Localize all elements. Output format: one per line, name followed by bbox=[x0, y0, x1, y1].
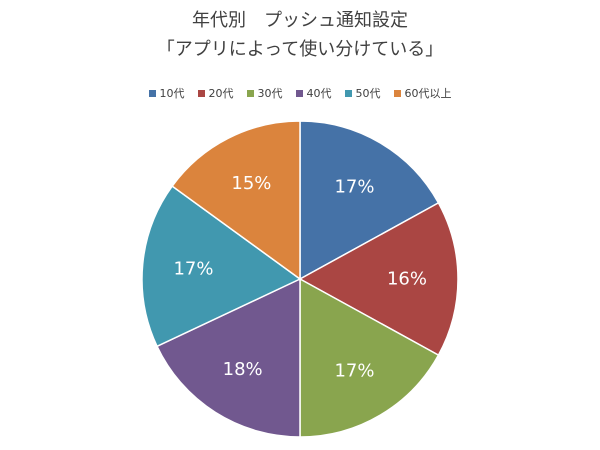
legend-label: 50代 bbox=[355, 87, 381, 100]
legend-swatch bbox=[148, 89, 156, 97]
legend-swatch bbox=[197, 89, 205, 97]
legend-label: 30代 bbox=[257, 87, 283, 100]
legend-label: 60代以上 bbox=[404, 87, 452, 100]
legend-label: 10代 bbox=[159, 87, 185, 100]
pie-slice bbox=[156, 277, 301, 438]
legend-item: 40代 bbox=[295, 85, 332, 101]
data-label: 17% bbox=[334, 176, 374, 197]
data-label: 18% bbox=[223, 359, 263, 380]
chart-title-line1: 年代別 プッシュ通知設定 bbox=[192, 10, 408, 31]
legend-item: 30代 bbox=[246, 85, 283, 101]
legend-swatch bbox=[393, 89, 401, 97]
data-label: 17% bbox=[334, 361, 374, 382]
data-label: 15% bbox=[231, 173, 271, 194]
data-label: 16% bbox=[387, 269, 427, 290]
legend-item: 20代 bbox=[197, 85, 234, 101]
pie-slice bbox=[299, 120, 440, 281]
data-label: 17% bbox=[173, 258, 213, 279]
legend-item: 60代以上 bbox=[393, 85, 452, 101]
legend-swatch bbox=[344, 89, 352, 97]
legend-label: 40代 bbox=[306, 87, 332, 100]
legend-swatch bbox=[295, 89, 303, 97]
legend-label: 20代 bbox=[208, 87, 234, 100]
pie-slice bbox=[141, 185, 302, 348]
legend-swatch bbox=[246, 89, 254, 97]
legend-item: 10代 bbox=[148, 85, 185, 101]
pie-slice bbox=[299, 277, 440, 438]
pie-slice bbox=[171, 120, 301, 281]
chart-title-line2: 「アプリによって使い分けている」 bbox=[156, 39, 444, 60]
legend: 10代 20代 30代 40代 50代 60代以上 bbox=[0, 85, 600, 101]
legend-item: 50代 bbox=[344, 85, 381, 101]
pie-slice bbox=[298, 201, 459, 357]
